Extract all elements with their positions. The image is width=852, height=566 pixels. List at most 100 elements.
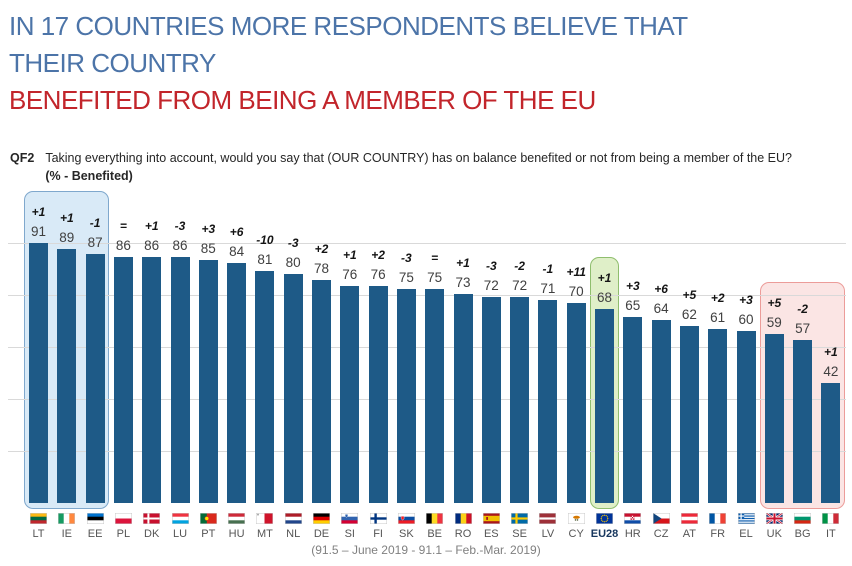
value-label-be: 75 <box>427 269 443 285</box>
country-label-ro: RO <box>454 528 472 540</box>
change-label-cy: +11 <box>566 264 586 279</box>
flag-it-icon <box>822 513 840 524</box>
flag-el-icon <box>737 513 755 524</box>
bar-lt <box>29 242 48 503</box>
change-label-fi: +2 <box>371 247 385 262</box>
country-label-es: ES <box>483 528 499 540</box>
bar-be <box>425 288 445 503</box>
country-label-it: IT <box>826 528 836 540</box>
value-label-nl: 80 <box>285 255 301 271</box>
country-label-nl: NL <box>286 528 301 540</box>
value-label-lv: 71 <box>540 280 556 296</box>
flag-se-icon <box>511 513 529 524</box>
flag-fi-icon <box>369 513 387 524</box>
country-label-pt: PT <box>201 528 216 540</box>
flag-pl-icon <box>114 513 132 524</box>
bar-ie <box>57 248 77 503</box>
country-label-el: EL <box>739 528 753 540</box>
country-label-cy: CY <box>568 528 584 540</box>
change-label-bg: -2 <box>797 302 808 316</box>
bar-sk <box>396 288 416 503</box>
country-label-eu28: EU28 <box>590 528 619 540</box>
bar-si <box>340 285 360 503</box>
bar-fr <box>708 328 728 503</box>
bar-bg <box>793 340 813 503</box>
value-label-it: 42 <box>823 363 839 379</box>
survey-question: QF2 Taking everything into account, woul… <box>10 150 792 185</box>
flag-uk-icon <box>765 513 783 524</box>
value-label-ro: 73 <box>455 275 471 291</box>
bar-ro <box>453 294 473 503</box>
value-label-cy: 70 <box>568 283 584 299</box>
country-label-se: SE <box>512 528 527 540</box>
bar-uk <box>764 334 784 503</box>
change-label-mt: -10 <box>256 233 274 248</box>
flag-de-icon <box>313 513 330 524</box>
flag-cz-icon <box>652 513 670 524</box>
change-label-be: = <box>431 250 439 265</box>
value-label-lu: 86 <box>172 238 188 253</box>
flag-es-icon <box>482 513 500 524</box>
country-label-de: DE <box>313 528 330 540</box>
value-label-es: 72 <box>483 278 499 294</box>
flag-at-icon <box>680 513 698 524</box>
bar-es <box>481 297 501 503</box>
bar-mt <box>255 271 275 503</box>
flag-ie-icon <box>58 513 76 524</box>
country-label-ee: EE <box>87 528 103 540</box>
value-label-fi: 76 <box>370 266 386 282</box>
country-label-be: BE <box>427 528 443 540</box>
change-label-si: +1 <box>342 247 357 262</box>
country-label-mt: MT <box>256 528 273 540</box>
value-label-sk: 75 <box>398 269 414 285</box>
change-label-ie: +1 <box>59 210 74 225</box>
bar-cy <box>566 302 586 503</box>
flag-bg-icon <box>794 513 812 524</box>
country-label-lv: LV <box>541 528 555 540</box>
flag-sk-icon <box>397 513 415 524</box>
bar-hr <box>623 317 643 503</box>
change-label-cz: +6 <box>654 282 668 296</box>
change-label-de: +2 <box>314 241 329 256</box>
value-label-el: 60 <box>738 312 754 328</box>
country-label-uk: UK <box>766 528 782 540</box>
change-label-el: +3 <box>739 293 753 308</box>
country-label-lt: LT <box>32 528 45 540</box>
change-label-se: -2 <box>514 259 525 274</box>
flag-eu28-icon <box>596 513 613 524</box>
value-label-bg: 57 <box>795 321 811 336</box>
country-label-si: SI <box>344 528 355 540</box>
question-code: QF2 <box>10 151 35 165</box>
flag-ee-icon <box>86 513 104 524</box>
bar-at <box>679 325 699 503</box>
value-label-at: 62 <box>681 306 697 322</box>
bar-lu <box>170 257 190 503</box>
country-label-cz: CZ <box>653 528 669 540</box>
change-label-fr: +2 <box>710 290 725 305</box>
bar-de <box>312 279 331 503</box>
value-label-eu28: 68 <box>596 289 613 305</box>
flag-lu-icon <box>171 513 189 524</box>
change-label-uk: +5 <box>767 296 782 311</box>
flag-hr-icon <box>624 513 642 524</box>
title-line-2: THEIR COUNTRY <box>9 48 216 78</box>
bar-nl <box>283 274 303 503</box>
change-label-dk: +1 <box>144 219 159 233</box>
change-label-hr: +3 <box>625 279 640 294</box>
country-label-hr: HR <box>624 528 641 540</box>
survey-wave-note: (91.5 – June 2019 - 91.1 – Feb.-Mar. 201… <box>311 543 541 557</box>
change-label-pt: +3 <box>201 221 216 236</box>
bar-el <box>736 331 756 503</box>
bar-pl <box>113 257 133 503</box>
change-label-sk: -3 <box>401 250 412 265</box>
value-label-hu: 84 <box>229 243 245 259</box>
flag-cy-icon <box>567 513 585 524</box>
change-label-pl: = <box>119 219 127 233</box>
flag-fr-icon <box>709 513 727 524</box>
change-label-ro: +1 <box>456 256 470 271</box>
change-label-lt: +1 <box>31 204 46 219</box>
value-label-ee: 87 <box>87 235 103 251</box>
country-label-lu: LU <box>172 528 188 540</box>
country-label-fr: FR <box>710 528 726 540</box>
